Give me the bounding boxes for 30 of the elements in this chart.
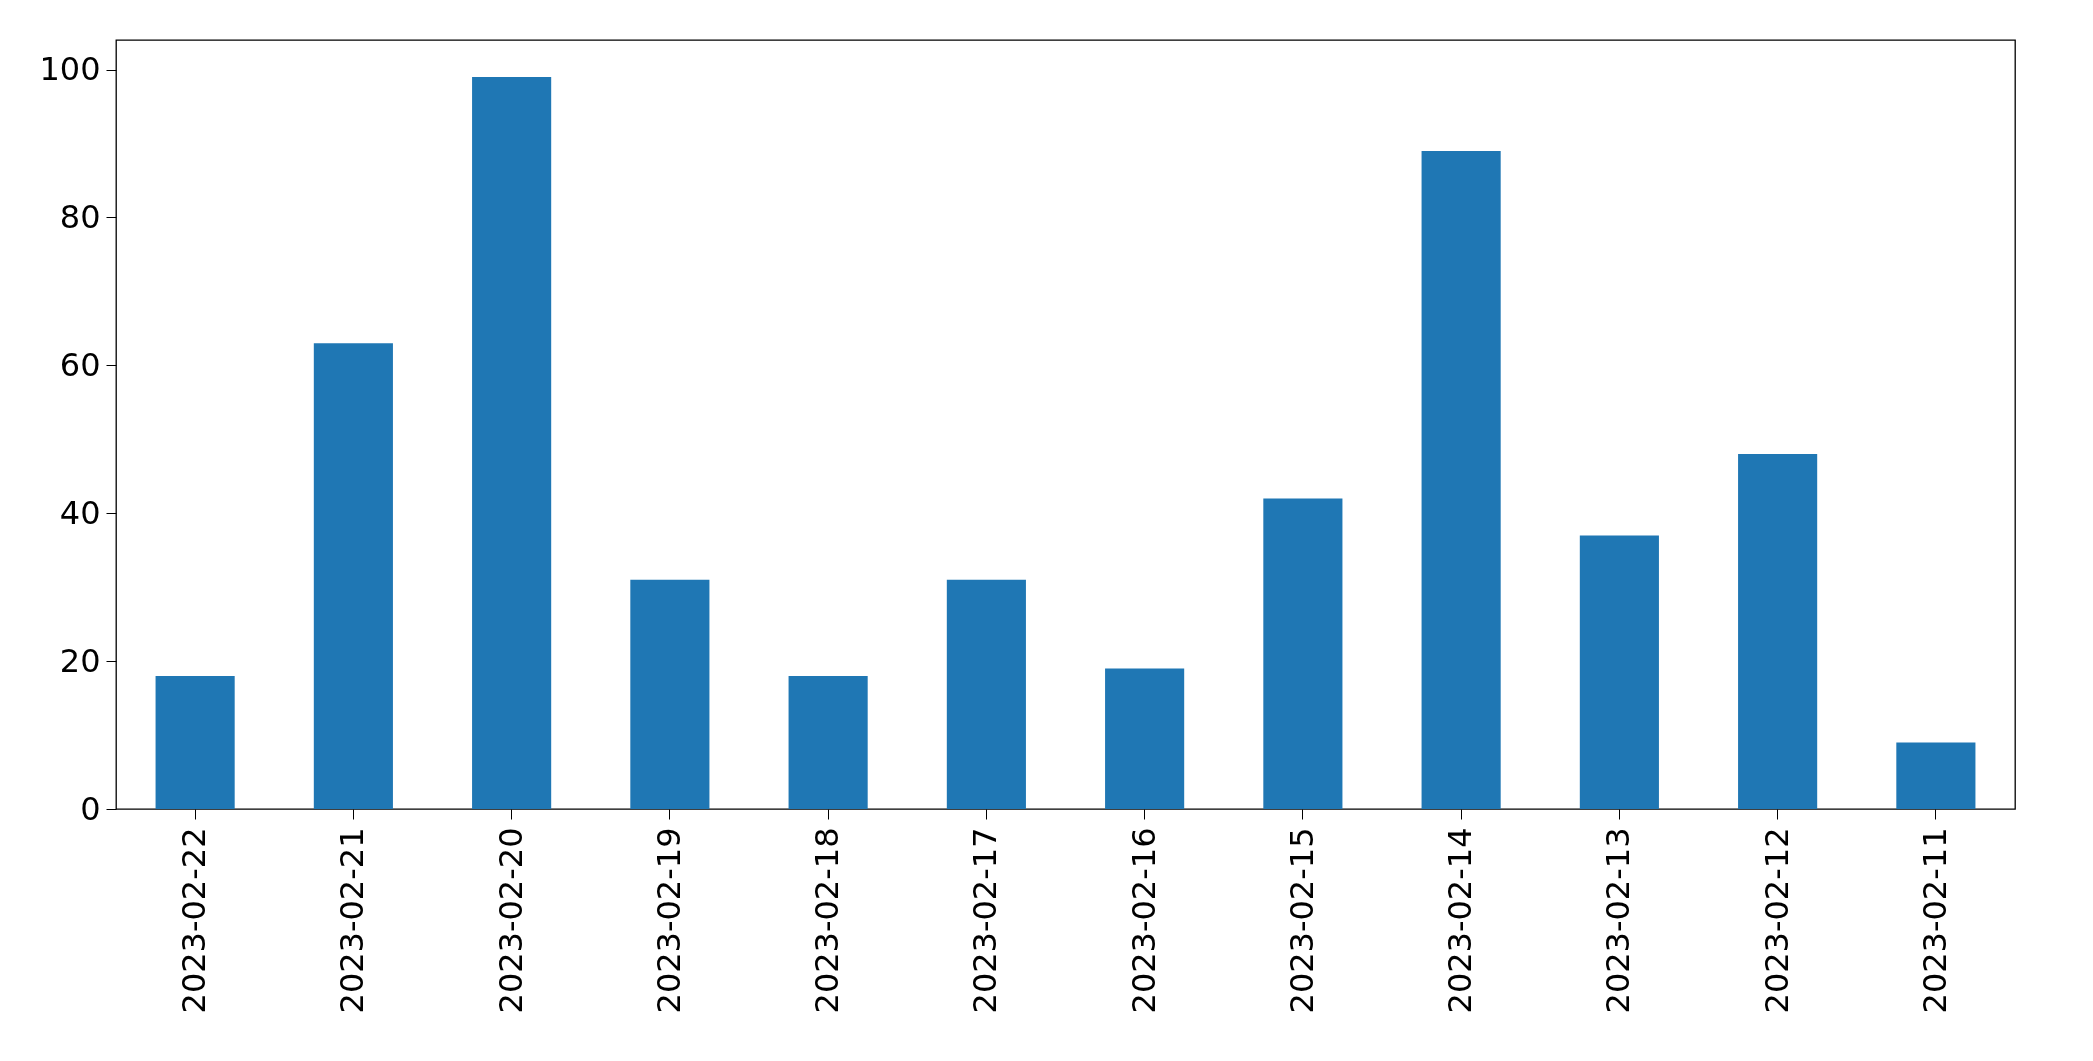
y-tick-label: 80 [59, 197, 101, 236]
y-tick-label: 60 [59, 345, 101, 384]
bar [788, 675, 868, 809]
bar [313, 343, 393, 809]
x-tick-label: 2023-02-14 [1441, 827, 1480, 1014]
x-tick-label: 2023-02-15 [1282, 827, 1321, 1014]
bar [1738, 454, 1818, 809]
x-tick-label: 2023-02-17 [966, 827, 1005, 1014]
bar [1896, 742, 1976, 809]
y-tick-label: 0 [80, 789, 101, 828]
x-tick-label: 2023-02-18 [808, 827, 847, 1014]
x-tick-label: 2023-02-19 [649, 827, 688, 1014]
x-tick-label: 2023-02-13 [1599, 827, 1638, 1014]
bar [1421, 150, 1501, 809]
y-tick-label: 40 [59, 493, 101, 532]
bar [946, 579, 1026, 809]
bar [472, 76, 552, 809]
bar [155, 675, 235, 809]
bar [1263, 498, 1343, 809]
x-tick-label: 2023-02-22 [175, 827, 214, 1014]
x-tick-label: 2023-02-11 [1915, 827, 1954, 1014]
bar [1105, 668, 1185, 809]
bar [630, 579, 710, 809]
x-tick-label: 2023-02-21 [333, 827, 372, 1014]
y-tick-label: 20 [59, 641, 101, 680]
bar [1579, 535, 1659, 809]
x-tick-label: 2023-02-16 [1124, 827, 1163, 1014]
x-tick-label: 2023-02-12 [1757, 827, 1796, 1014]
y-tick-label: 100 [39, 50, 101, 89]
x-tick-label: 2023-02-20 [491, 827, 530, 1014]
